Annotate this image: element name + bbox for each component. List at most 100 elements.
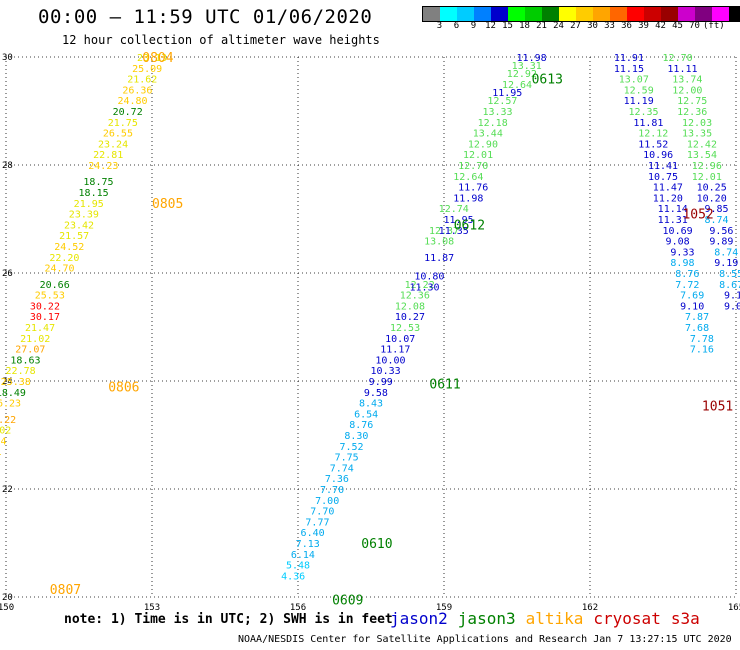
- color-swatch: [542, 7, 559, 21]
- wave-height-value: 18.75: [83, 177, 113, 188]
- color-scale-label: 33: [604, 21, 615, 31]
- wave-height-value: 7.16: [690, 345, 714, 356]
- color-scale-label: 36: [621, 21, 632, 31]
- wave-height-value: 7.52: [339, 442, 363, 453]
- wave-height-value: 24.41: [0, 447, 2, 458]
- wave-height-value: 7.77: [305, 517, 329, 528]
- wave-height-value: 18.15: [79, 188, 109, 199]
- color-swatch: [712, 7, 729, 21]
- wave-height-value: 11.41: [648, 161, 678, 172]
- color-scale-labels: 3 6 9 12 15 18 21 24 27 30 33 36 39 42 45 70 (ft): [422, 21, 740, 33]
- wave-height-value: 12.70: [663, 53, 693, 64]
- color-scale-label: 9: [470, 21, 477, 31]
- wave-height-value: 4.36: [281, 571, 305, 582]
- wave-height-value: 9.33: [670, 247, 694, 258]
- color-scale-label: 6: [453, 21, 460, 31]
- axis-ticks: 150 153 156 159 162 165 30 28 26 24 22 20: [0, 53, 740, 613]
- wave-height-value: 23.39: [69, 210, 99, 221]
- wave-height-value: 9.99: [369, 377, 393, 388]
- wave-height-value: 5.48: [286, 561, 310, 572]
- grid-lines: [5, 56, 737, 598]
- wave-height-value: 9.89: [709, 237, 733, 248]
- wave-height-value: 25.38: [1, 377, 31, 388]
- wave-height-value: 10.33: [371, 366, 401, 377]
- wave-height-value: 12.35: [628, 107, 658, 118]
- wave-height-value: 7.70: [310, 507, 334, 518]
- wave-height-value: 25.53: [35, 291, 65, 302]
- wave-height-value: 9.02: [724, 301, 740, 312]
- wave-height-value: 21.02: [0, 426, 11, 437]
- color-scale-label: 18: [519, 21, 530, 31]
- pass-time-label: 0613: [532, 73, 563, 88]
- pass-time-label: 0806: [108, 380, 139, 395]
- color-scale-label: 3: [436, 21, 443, 31]
- wave-height-value: 12.36: [677, 107, 707, 118]
- wave-height-value: 7.87: [685, 312, 709, 323]
- wave-height-value: 12.53: [390, 323, 420, 334]
- wave-height-value: 8.55: [719, 269, 740, 280]
- legend-entry: jason2: [390, 609, 448, 628]
- wave-height-value: 25.09: [132, 64, 162, 75]
- color-swatch: [729, 7, 740, 21]
- wave-height-value: 11.87: [424, 253, 454, 264]
- wave-height-value: 12.08: [395, 301, 425, 312]
- wave-height-value: 9.85: [704, 204, 728, 215]
- wave-height-value: 26.36: [122, 85, 152, 96]
- wave-height-value: 11.11: [667, 64, 697, 75]
- legend-entry: s3a: [670, 609, 700, 628]
- x-tick-label: 165: [728, 603, 740, 613]
- color-swatch: [474, 7, 491, 21]
- pass-time-label: 0805: [152, 197, 183, 212]
- wave-height-value: 12.74: [439, 204, 469, 215]
- wave-height-value: 9.10: [680, 301, 704, 312]
- wave-height-value: 13.54: [687, 150, 717, 161]
- wave-height-value: 10.25: [697, 183, 727, 194]
- wave-height-value: 12.37: [429, 226, 459, 237]
- color-scale-label: 39: [638, 21, 649, 31]
- wave-height-value: 30.17: [30, 312, 60, 323]
- pass-time-label: 0612: [454, 218, 485, 233]
- y-tick-label: 30: [2, 53, 13, 63]
- pass-time-label: 0804: [142, 51, 173, 66]
- wave-height-value: 21.95: [74, 199, 104, 210]
- wave-height-value: 21.62: [127, 75, 157, 86]
- wave-height-value: 27.22: [0, 415, 16, 426]
- wave-height-value: 7.74: [330, 463, 354, 474]
- wave-height-value: 21.02: [20, 334, 50, 345]
- color-scale-label: 70: [689, 21, 700, 31]
- x-tick-label: 153: [144, 603, 160, 613]
- wave-height-value: 9.56: [709, 226, 733, 237]
- color-scale-bar: [422, 6, 740, 22]
- wave-height-value: 10.00: [375, 355, 405, 366]
- wave-height-value: 18.63: [10, 355, 40, 366]
- wave-height-value: 11.30: [409, 283, 439, 294]
- color-swatch: [627, 7, 644, 21]
- color-scale-label: 21: [536, 21, 547, 31]
- x-tick-label: 159: [436, 603, 452, 613]
- wave-height-value: 10.80: [414, 272, 444, 283]
- wave-height-value: 24.23: [88, 161, 118, 172]
- color-scale-label: 12: [485, 21, 496, 31]
- wave-height-value: 12.01: [463, 150, 493, 161]
- wave-height-value: 7.00: [315, 496, 339, 507]
- wave-height-value: 12.96: [692, 161, 722, 172]
- color-swatch: [525, 7, 542, 21]
- wave-height-value: 12.12: [638, 129, 668, 140]
- legend-entry: altika: [525, 609, 584, 628]
- wave-height-value: 13.33: [482, 107, 512, 118]
- data-points: 23.1325.0921.6226.3624.8020.7221.7526.55…: [0, 53, 740, 582]
- wave-height-value: 8.98: [670, 258, 694, 269]
- wave-height-value: 8.30: [344, 431, 368, 442]
- pass-time-label: 0610: [361, 537, 392, 552]
- wave-height-value: 24.80: [117, 96, 147, 107]
- color-swatch: [678, 7, 695, 21]
- x-tick-label: 162: [582, 603, 598, 613]
- wave-height-value: 11.91: [614, 53, 644, 64]
- y-tick-label: 28: [2, 161, 13, 171]
- legend-entry: jason3: [457, 609, 516, 628]
- wave-height-value: 26.23: [0, 399, 21, 410]
- color-swatch: [576, 7, 593, 21]
- y-tick-label: 22: [2, 485, 13, 495]
- y-tick-label: 26: [2, 269, 13, 279]
- y-tick-label: 20: [2, 593, 13, 603]
